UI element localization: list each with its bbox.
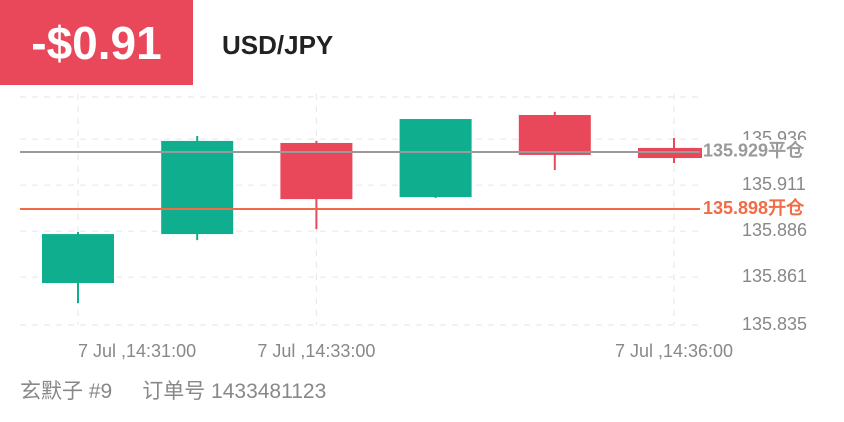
y-tick-label: 135.886 bbox=[742, 220, 807, 240]
y-tick-label: 135.911 bbox=[742, 174, 806, 194]
account: 玄默子 #9 bbox=[20, 380, 113, 403]
order-info: 玄默子 #9 订单号 1433481123 bbox=[20, 375, 356, 405]
price-line-label: 135.929平仓 bbox=[703, 140, 805, 161]
candle-body bbox=[638, 147, 710, 159]
pnl-badge: -$0.91 bbox=[0, 0, 193, 85]
candle-body bbox=[161, 140, 234, 235]
y-tick-label: 135.861 bbox=[742, 266, 807, 286]
price-label-bg bbox=[702, 139, 822, 164]
candle-body bbox=[399, 119, 472, 198]
symbol: USD/JPY bbox=[222, 30, 334, 60]
candle-body bbox=[42, 234, 114, 284]
candle-body bbox=[518, 114, 591, 155]
y-tick-label: 135.835 bbox=[742, 314, 807, 334]
order-number: 订单号 1433481123 bbox=[142, 380, 327, 403]
price-line-label: 135.898开仓 bbox=[703, 197, 805, 218]
price-label-bg bbox=[702, 197, 822, 222]
x-tick-label: 7 Jul ,14:36:00 bbox=[615, 341, 733, 361]
x-tick-label: 7 Jul ,14:33:00 bbox=[257, 341, 375, 361]
x-tick-label: 7 Jul ,14:31:00 bbox=[78, 341, 196, 361]
